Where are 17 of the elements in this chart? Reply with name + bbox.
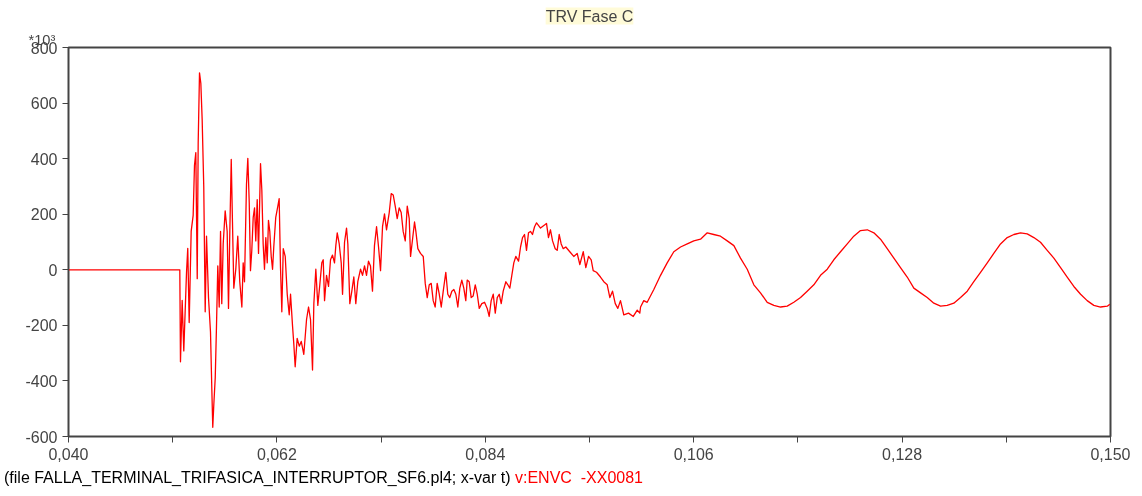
y-tick-label: 0 [48, 261, 58, 279]
x-tick-label: 0,150 [1090, 445, 1131, 463]
x-tick-label: 0,040 [48, 445, 89, 463]
y-tick-label: -400 [25, 372, 58, 390]
x-tick-label: 0,128 [882, 445, 923, 463]
text: v:ENVC -XX0081 [514, 469, 644, 486]
x-tick-label: 0,062 [256, 445, 298, 463]
x-tick-label: 0,106 [673, 445, 714, 463]
y-tick-label: 600 [30, 95, 58, 113]
y-tick-label: 200 [30, 206, 58, 224]
x-tick-label: 0,084 [465, 445, 506, 463]
y-tick-label: -200 [25, 317, 58, 335]
y-tick-label: 400 [30, 150, 58, 168]
line-series [68, 72, 1111, 428]
text: (file FALLA_TERMINAL_TRIFASICA_INTERRUPTOR_SF6.pl4; x-var t) [4, 469, 511, 486]
chart-title: TRV Fase C [545, 7, 634, 25]
y-tick-label: -600 [25, 428, 58, 446]
